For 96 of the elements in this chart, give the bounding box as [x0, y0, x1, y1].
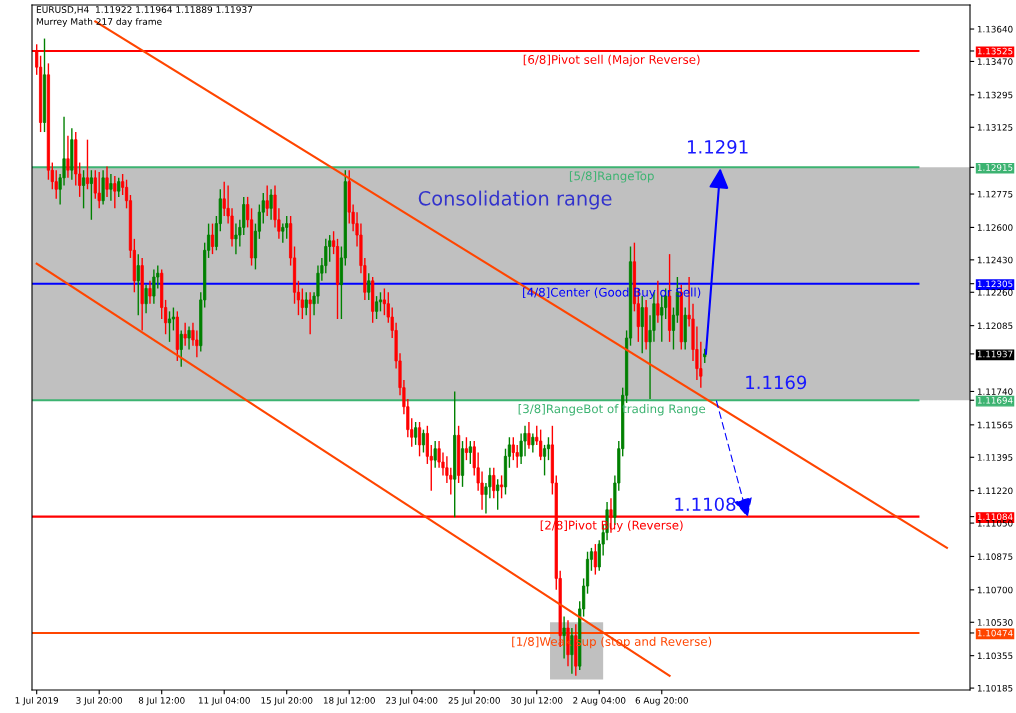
candlestick	[527, 421, 531, 450]
candlestick	[425, 425, 429, 465]
candlestick	[187, 325, 191, 351]
y-tick-label: 1.11937	[977, 350, 1013, 358]
candlestick	[148, 280, 152, 305]
annotation: 1.1108	[675, 497, 736, 512]
candlestick	[113, 175, 117, 210]
x-tick-label: 25 Jul 20:00	[448, 696, 500, 706]
x-tick-label: 8 Jul 12:00	[138, 696, 185, 706]
annotation: 1.1291	[687, 140, 748, 154]
candlestick	[367, 272, 371, 301]
candlestick	[531, 432, 535, 454]
candlestick	[171, 306, 176, 332]
y-tick-label: 1.13295	[977, 91, 1013, 99]
candlestick	[542, 444, 547, 477]
y-tick-label: 1.11694	[977, 397, 1013, 404]
y-tick-label: 1.11395	[977, 454, 1013, 461]
candlestick	[265, 184, 269, 217]
candlestick	[167, 310, 172, 343]
candlestick	[183, 322, 187, 347]
chart-title: EURUSD,H4 1.11922 1.11964 1.11889 1.11937	[36, 6, 253, 14]
y-tick-label: 1.10700	[977, 586, 1013, 594]
candlestick	[89, 169, 93, 221]
y-tick-label: 1.12305	[977, 280, 1013, 288]
candlestick	[285, 215, 289, 240]
text: Murrey Math 217 day frame	[36, 18, 162, 27]
ref-line-label: [5/8]RangeTop	[569, 171, 654, 183]
x-tick-label: 11 Jul 04:00	[198, 696, 250, 706]
candlestick	[570, 627, 574, 675]
candlestick	[101, 169, 105, 206]
y-tick-label: 1.13125	[977, 124, 1013, 131]
y-tick-label: 1.13640	[977, 25, 1013, 33]
candlestick	[269, 188, 273, 221]
candlestick	[417, 421, 422, 458]
candlestick	[210, 222, 215, 255]
candlestick	[656, 280, 660, 324]
y-tick-label: 1.10474	[977, 629, 1013, 637]
candlestick	[66, 135, 70, 179]
candlestick	[378, 291, 383, 313]
candlestick	[97, 171, 101, 210]
y-tick-label: 1.12915	[977, 164, 1013, 171]
y-tick-label: 1.11565	[977, 421, 1013, 429]
candlestick	[304, 291, 308, 316]
x-tick-label: 30 Jul 12:00	[511, 696, 563, 706]
candlestick	[105, 165, 109, 198]
y-tick-label: 1.13470	[977, 58, 1013, 65]
y-tick-label: 1.12260	[977, 289, 1013, 296]
candlestick	[464, 436, 469, 461]
y-tick-label: 1.12775	[977, 190, 1013, 198]
x-tick-label: 23 Jul 04:00	[386, 696, 438, 706]
candlestick	[433, 440, 437, 469]
candlestick	[468, 440, 472, 465]
y-tick-label: 1.11740	[977, 388, 1013, 395]
candlestick	[492, 467, 496, 499]
y-tick-label: 1.12430	[977, 256, 1013, 264]
candlestick	[546, 436, 551, 461]
candlestick	[496, 478, 500, 511]
y-tick-label: 1.11084	[977, 513, 1013, 521]
x-tick-label: 6 Aug 20:00	[635, 697, 688, 706]
y-tick-label: 1.12600	[977, 224, 1013, 231]
x-tick-label: 2 Aug 04:00	[573, 697, 626, 706]
candlestick	[593, 543, 597, 576]
candlestick	[308, 291, 312, 335]
candlestick	[499, 474, 504, 499]
y-tick-label: 1.11220	[977, 487, 1013, 495]
candlestick	[144, 283, 148, 314]
candlestick	[109, 173, 113, 202]
y-tick-label: 1.12085	[977, 322, 1013, 330]
candlestick	[421, 428, 426, 454]
candlestick	[117, 177, 121, 198]
y-tick-label: 1.10875	[977, 553, 1013, 560]
candlestick	[539, 428, 543, 461]
x-tick-label: 1 Jul 2019	[15, 696, 59, 706]
candlestick	[81, 169, 86, 210]
candlestick	[300, 287, 304, 320]
x-tick-label: 15 Jul 20:00	[261, 696, 313, 706]
candlestick	[414, 421, 418, 446]
x-tick-label: 3 Jul 20:00	[76, 696, 123, 706]
ref-line-label: [6/8]Pivot sell (Major Reverse)	[523, 54, 700, 67]
y-tick-label: 1.10185	[977, 684, 1013, 692]
candlestick	[511, 436, 515, 461]
annotation: 1.1169	[746, 375, 807, 390]
candlestick	[136, 253, 140, 316]
candlestick	[328, 234, 332, 263]
candlestick	[179, 329, 183, 368]
band-label: Consolidation range	[418, 190, 612, 210]
y-tick-label: 1.10355	[977, 652, 1013, 660]
candlestick	[85, 138, 90, 190]
candlestick	[234, 222, 238, 255]
candlestick	[374, 295, 379, 320]
candlestick	[382, 287, 386, 316]
candlestick	[152, 268, 156, 305]
x-tick-label: 18 Jul 12:00	[323, 696, 375, 706]
y-tick-label: 1.13525	[977, 47, 1013, 55]
candlestick	[93, 169, 97, 200]
y-tick-label: 1.10530	[977, 619, 1013, 626]
